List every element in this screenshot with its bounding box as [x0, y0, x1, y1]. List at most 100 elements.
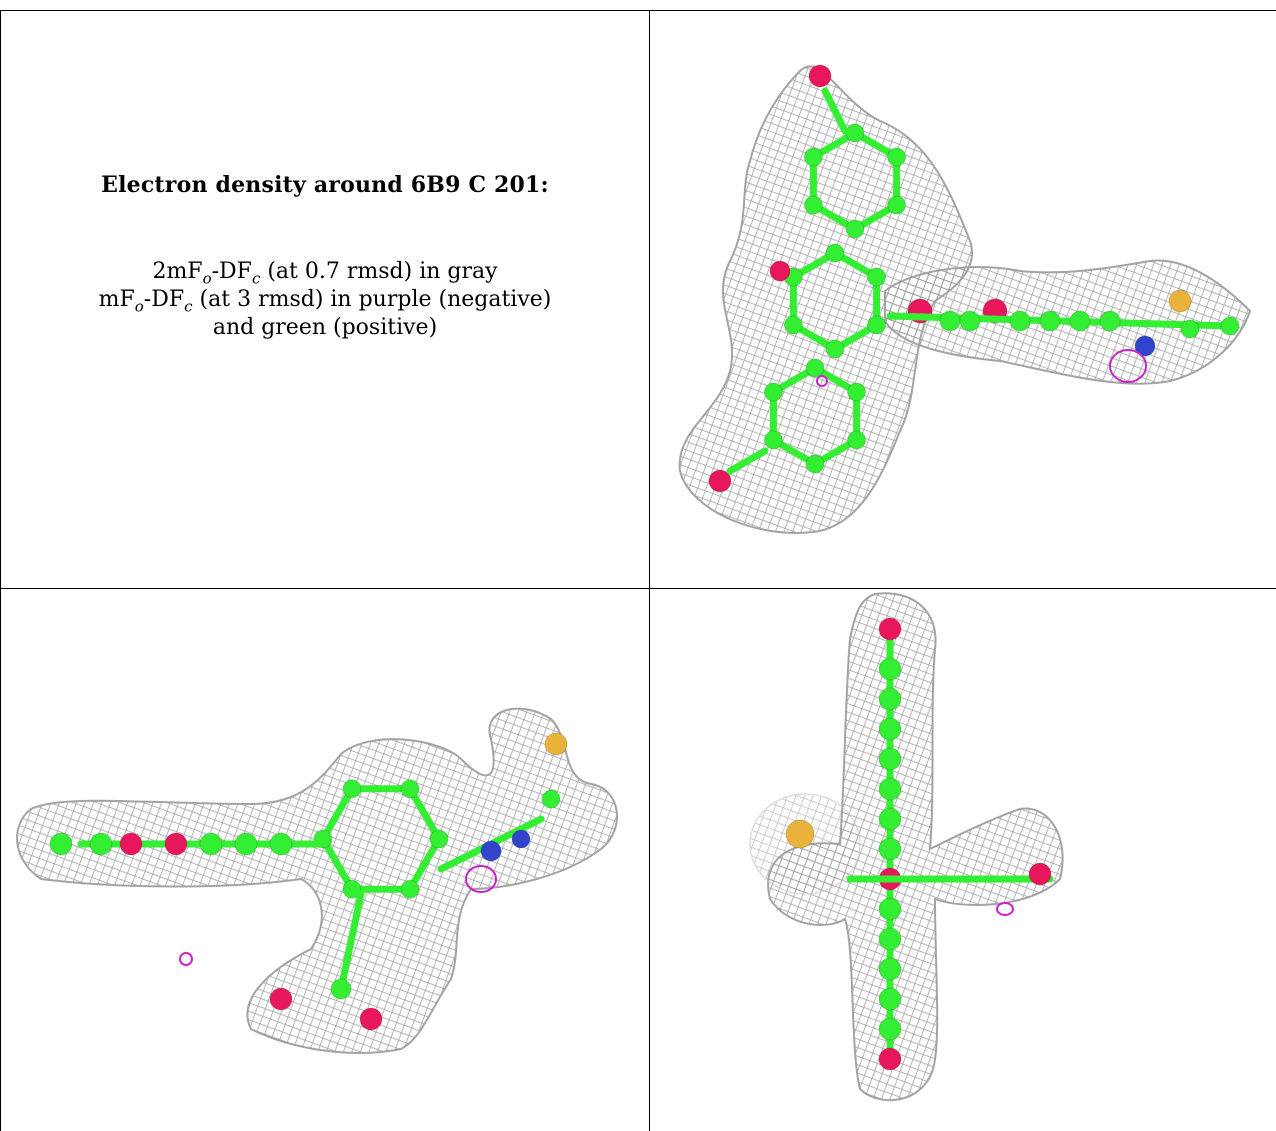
carbon-atom [400, 879, 420, 899]
caption-line-2mfo: 2mFo-DFc (at 0.7 rmsd) in gray [99, 258, 552, 286]
carbon-atom [845, 123, 865, 143]
chain-atom [49, 832, 73, 856]
nitrogen-atom [480, 840, 502, 862]
caption-line-mfo: mFo-DFc (at 3 rmsd) in purple (negative) [99, 286, 552, 314]
chain-atom [199, 832, 223, 856]
carbon-atom [825, 243, 845, 263]
carbon-atom [845, 219, 865, 239]
line2-suffix: (at 3 rmsd) in purple (negative) [192, 287, 552, 312]
carbon-atom [805, 358, 825, 378]
chain-atom [119, 832, 143, 856]
density-render-bottom-left [16, 707, 618, 1054]
negative-density [179, 952, 193, 966]
chain-atom [89, 832, 113, 856]
line2-prefix: mF [98, 287, 135, 312]
oxygen-atom [359, 1007, 383, 1031]
stacked-atom [878, 687, 902, 711]
carbon-atom [1039, 310, 1061, 332]
stacked-atom [878, 617, 902, 641]
caption-cell: Electron density around 6B9 C 201: 2mFo-… [0, 0, 650, 588]
carbon-atom [1099, 310, 1121, 332]
stacked-atom [878, 807, 902, 831]
line1-suffix: (at 0.7 rmsd) in gray [260, 259, 498, 284]
oxygen-atom [269, 987, 293, 1011]
stacked-atom [878, 1017, 902, 1041]
bond [726, 447, 769, 475]
nitrogen-atom [511, 829, 531, 849]
stacked-atom [878, 927, 902, 951]
bond [821, 87, 849, 135]
stacked-atom [878, 897, 902, 921]
chain-atom [164, 832, 188, 856]
carbon-atom [783, 315, 803, 335]
density-render-bottom-right [749, 592, 1064, 1102]
divider-top [0, 10, 1276, 11]
line2-sub1: o [134, 297, 144, 316]
chain-atom [269, 832, 293, 856]
caption-title: Electron density around 6B9 C 201: [101, 172, 549, 198]
carbon-atom [825, 339, 845, 359]
negative-density [1109, 349, 1147, 383]
stacked-atom [878, 777, 902, 801]
divider-left-edge [0, 10, 1, 1131]
sulfur-atom [1168, 289, 1192, 313]
stacked-atom [878, 957, 902, 981]
carbon-atom [763, 382, 783, 402]
mesh-ligand [16, 707, 618, 1054]
carbon-atom [867, 315, 887, 335]
carbon-atom [887, 195, 907, 215]
carbon-atom [541, 789, 561, 809]
caption-line-colors: and green (positive) [212, 315, 438, 340]
line1-sub2: c [251, 269, 261, 288]
line2-mid: -DF [143, 287, 185, 312]
carbon-atom [330, 978, 352, 1000]
sulfur-atom [544, 732, 568, 756]
sulfur-atom [785, 819, 815, 849]
view-top-right [650, 11, 1276, 588]
view-bottom-left [1, 589, 649, 1131]
negative-density [816, 375, 828, 387]
carbon-atom [803, 195, 823, 215]
carbon-atom [959, 310, 981, 332]
oxygen-atom [708, 469, 732, 493]
bond [337, 890, 365, 993]
stacked-atom [878, 1047, 902, 1071]
carbon-atom [867, 267, 887, 287]
carbon-atom [939, 310, 961, 332]
carbon-atom [803, 147, 823, 167]
caption-legend: 2mFo-DFc (at 0.7 rmsd) in gray mFo-DFc (… [99, 258, 552, 342]
stacked-atom [878, 837, 902, 861]
carbon-atom [1180, 319, 1200, 339]
carbon-atom [847, 430, 867, 450]
density-render-top-right [678, 64, 1252, 534]
carbon-atom [887, 147, 907, 167]
bond [319, 785, 356, 843]
carbon-atom [342, 879, 362, 899]
bond [406, 835, 443, 893]
view-bottom-right [650, 589, 1276, 1131]
nitrogen-atom [1134, 335, 1156, 357]
carbon-atom [1009, 310, 1031, 332]
line1-mid: -DF [211, 259, 252, 284]
stacked-atom [878, 987, 902, 1011]
carbon-atom [805, 454, 825, 474]
carbon-atom [342, 779, 362, 799]
carbon-atom [763, 430, 783, 450]
bond [406, 785, 443, 843]
stacked-atom [878, 747, 902, 771]
line1-sub1: o [202, 269, 212, 288]
carbon-atom [400, 779, 420, 799]
divider-vertical [649, 10, 650, 1131]
line1-prefix: 2mF [152, 259, 203, 284]
line2-sub2: c [184, 297, 193, 316]
bond [319, 835, 356, 893]
carbon-atom [429, 829, 449, 849]
chain-atom [234, 832, 258, 856]
carbon-atom [1069, 310, 1091, 332]
negative-density [996, 902, 1014, 916]
negative-density [465, 865, 497, 893]
oxygen-atom [769, 260, 791, 282]
carbon-atom [1220, 316, 1240, 336]
stacked-atom [878, 717, 902, 741]
